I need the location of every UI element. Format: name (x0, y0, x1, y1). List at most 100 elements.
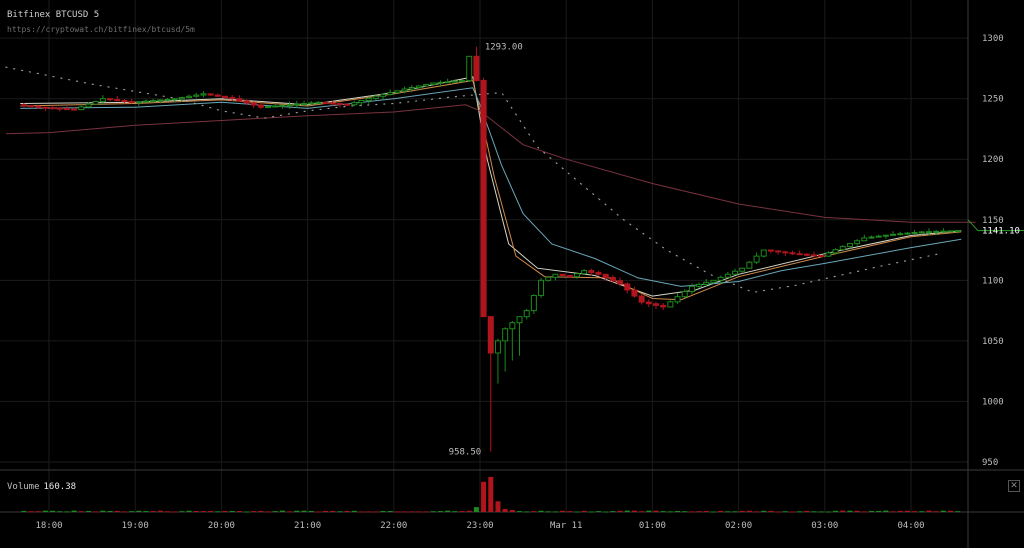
volume-bar (100, 510, 106, 512)
candle-body (71, 108, 78, 111)
candle-body (925, 231, 932, 234)
volume-bar (86, 510, 92, 512)
volume-bar (926, 510, 932, 512)
volume-bar (653, 510, 659, 512)
candle-body (466, 55, 473, 82)
volume-bar (646, 510, 652, 512)
volume-bar (718, 510, 724, 512)
volume-bar (538, 510, 544, 512)
volume-bar (387, 510, 393, 512)
candle-body (617, 280, 624, 285)
candle-body (674, 296, 681, 303)
volume-bar (258, 510, 264, 512)
close-icon[interactable]: ✕ (1008, 480, 1020, 492)
candle-body (408, 87, 415, 90)
volume-bar (244, 511, 250, 513)
candle-body (566, 274, 573, 278)
volume-bar (818, 511, 824, 513)
volume-bar (28, 511, 34, 513)
ema-line-ema_long (5, 104, 976, 223)
candle-body (322, 101, 329, 104)
candle-body (825, 252, 832, 257)
volume-bar (301, 510, 307, 512)
volume-bar (761, 510, 767, 512)
volume-bar (114, 510, 120, 512)
volume-label: Volume (7, 482, 40, 492)
price-tick-label: 950 (982, 458, 998, 468)
volume-bar (136, 510, 142, 512)
volume-bar (596, 511, 602, 513)
volume-bar (165, 511, 171, 513)
volume-bar (847, 510, 853, 512)
volume-readout: Volume 160.38 (7, 482, 76, 492)
candle-body (631, 289, 638, 297)
candle-body (35, 105, 42, 108)
candle-body (344, 103, 351, 106)
candle-body (99, 98, 106, 102)
volume-bar (35, 511, 41, 513)
candle-body (63, 108, 70, 111)
volume-bar (42, 510, 48, 512)
candle-body (710, 279, 717, 283)
candle-body (329, 102, 336, 105)
volume-bar (215, 511, 221, 513)
candle-body (42, 106, 49, 109)
volume-bar (696, 511, 702, 513)
time-tick-label: 22:00 (380, 521, 407, 531)
candle-body (186, 95, 193, 98)
volume-bar (265, 511, 271, 513)
volume-bar (186, 510, 192, 512)
volume-bar (617, 510, 623, 512)
volume-bar (172, 511, 178, 513)
candle-body (502, 328, 509, 342)
candle-body (394, 90, 401, 94)
volume-bar (524, 511, 530, 513)
chart-source-url[interactable]: https://cryptowat.ch/bitfinex/btcusd/5m (7, 25, 195, 34)
candle-body (387, 92, 394, 95)
candle-body (444, 81, 451, 84)
volume-bar (710, 511, 716, 513)
volume-bar (57, 511, 63, 513)
candle-body (157, 99, 164, 102)
candle-body (882, 234, 889, 237)
volume-bar (229, 510, 235, 512)
candle-body (221, 95, 228, 98)
volume-bar (279, 510, 285, 512)
candle-body (473, 55, 480, 82)
candle-body (954, 230, 961, 233)
candle-body (545, 276, 552, 281)
candle-body (573, 273, 580, 278)
price-tick-label: 1300 (982, 34, 1004, 44)
volume-bar (64, 511, 70, 513)
candles (20, 46, 961, 452)
candle-body (135, 101, 142, 104)
volume-bar (344, 510, 350, 512)
volume-bar (897, 510, 903, 512)
candle-body (423, 83, 430, 87)
volume-bar (200, 511, 206, 513)
candle-body (365, 97, 372, 102)
volume-bar (179, 511, 185, 513)
price-tick-label: 1100 (982, 276, 1004, 286)
chart-title: Bitfinex BTCUSD 5 (7, 10, 100, 20)
volume-bar (789, 511, 795, 513)
candle-body (609, 276, 616, 282)
volume-bar (545, 511, 551, 513)
candle-body (516, 316, 523, 324)
candle-body (911, 231, 918, 234)
price-tick-label: 1200 (982, 155, 1004, 165)
candle-body (85, 103, 92, 108)
volume-bar (358, 511, 364, 513)
candle-body (164, 98, 171, 101)
candle-body (150, 100, 157, 103)
candle-body (236, 98, 243, 102)
volume-bar (466, 510, 472, 512)
volume-bar (531, 511, 537, 513)
ema-line-ema_fast (20, 76, 962, 297)
price-tick-label: 1150 (982, 216, 1004, 226)
candle-body (401, 88, 408, 92)
low-price-label: 958.50 (449, 448, 482, 458)
time-tick-label: 03:00 (811, 521, 838, 531)
volume-bar (667, 511, 673, 513)
